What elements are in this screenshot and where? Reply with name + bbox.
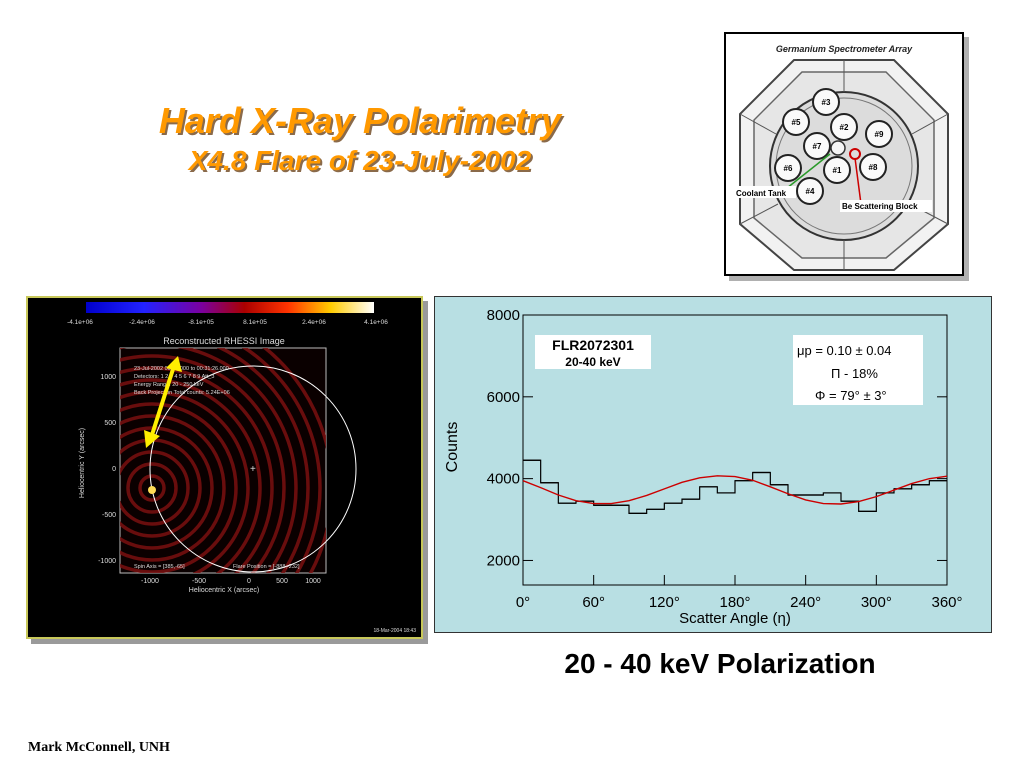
flare-id: FLR2072301 [552, 337, 634, 353]
detector-7: #7 [803, 132, 831, 160]
info-line: Detectors: 1 2 3 4 5 6 7 8 9 Att_3 [134, 374, 214, 380]
detector-3: #3 [812, 88, 840, 116]
x-tick-label: 240° [790, 594, 821, 611]
svg-text:#8: #8 [869, 163, 878, 172]
colorbar-tick: -8.1e+05 [188, 319, 214, 326]
x-tick-label: 60° [582, 594, 605, 611]
x-tick: 1000 [305, 578, 321, 585]
slide-caption: 20 - 40 keV Polarization [564, 648, 876, 679]
pi-value: Π - 18% [831, 366, 878, 381]
detector-5: #5 [782, 108, 810, 136]
y-tick: -1000 [98, 558, 116, 565]
detector-2: #2 [830, 113, 858, 141]
rhessi-drawing: -4.1e+06 -2.4e+06 -8.1e+05 8.1e+05 2.4e+… [28, 298, 421, 637]
ring-pattern [120, 348, 326, 573]
detector-9: #9 [865, 120, 893, 148]
coolant-tank-label: Coolant Tank [736, 189, 787, 198]
spectrometer-diagram: Germanium Spectrometer Array #3 #5 #2 #9… [724, 32, 964, 276]
slide-title: Hard X-Ray Polarimetry [158, 100, 562, 141]
svg-text:#2: #2 [840, 123, 849, 132]
x-axis-label: Scatter Angle (η) [679, 610, 791, 627]
colorbar-tick: -2.4e+06 [129, 319, 155, 326]
colorbar-tick: 4.1e+06 [364, 319, 388, 326]
flare-id-box [535, 335, 651, 369]
x-tick: -1000 [141, 578, 159, 585]
spectrometer-title: Germanium Spectrometer Array [776, 44, 913, 54]
be-block-label: Be Scattering Block [842, 202, 918, 211]
x-tick: 500 [276, 578, 288, 585]
rhessi-image-panel: -4.1e+06 -2.4e+06 -8.1e+05 8.1e+05 2.4e+… [26, 296, 423, 639]
svg-text:#7: #7 [813, 142, 822, 151]
y-axis-label: Heliocentric Y (arcsec) [79, 428, 86, 498]
image-title: Reconstructed RHESSI Image [163, 336, 285, 346]
double-arrow [144, 356, 182, 448]
chart-svg: 2000 4000 6000 8000 0° 60° 120° 180° 240° 300° 36… [444, 307, 963, 627]
detector-4: #4 [796, 177, 824, 205]
fit-results-box [793, 335, 923, 405]
y-tick: 0 [112, 466, 116, 473]
x-tick-label: 300° [861, 594, 892, 611]
slide-subtitle: X4.8 Flare of 23-July-2002 [188, 145, 532, 176]
x-tick-label: 0° [516, 594, 530, 611]
y-tick-label: 2000 [487, 552, 520, 569]
author-footer: Mark McConnell, UNH [28, 740, 170, 755]
polarization-chart: 2000 4000 6000 8000 0° 60° 120° 180° 240° 300° 36… [434, 296, 992, 633]
colorbar-tick: 2.4e+06 [302, 319, 326, 326]
info-line: Back Projection Total counts: 5.24E+06 [134, 390, 230, 396]
svg-text:#4: #4 [806, 187, 815, 196]
y-tick: -500 [102, 512, 116, 519]
y-axis-label: Counts [444, 422, 461, 473]
center-block [830, 140, 846, 156]
svg-text:#1: #1 [833, 166, 842, 175]
x-tick: -500 [192, 578, 206, 585]
spin-axis-marker: + [250, 464, 256, 475]
date-stamp: 18-Mar-2004 18:43 [373, 628, 416, 634]
y-tick-label: 8000 [487, 307, 520, 324]
svg-text:#3: #3 [822, 98, 831, 107]
y-tick-label: 6000 [487, 389, 520, 406]
solar-limb [149, 365, 357, 573]
y-tick: 500 [104, 420, 116, 427]
flare-source [148, 486, 156, 494]
flare-position-text: Flare Position = [-888,-232] [233, 564, 300, 570]
x-axis-label: Heliocentric X (arcsec) [189, 587, 259, 594]
x-tick: 0 [247, 578, 251, 585]
colorbar-tick: 8.1e+05 [243, 319, 267, 326]
phi-value: Φ = 79° ± 3° [815, 388, 887, 403]
fit-curve [522, 475, 948, 505]
detector-1: #1 [823, 156, 851, 184]
mu-value: μp = 0.10 ± 0.04 [797, 343, 892, 358]
spin-axis-text: Spin Axis = [385,-65] [134, 564, 185, 570]
svg-text:#9: #9 [875, 130, 884, 139]
detector-8: #8 [859, 153, 887, 181]
y-tick: 1000 [100, 374, 116, 381]
x-tick-label: 180° [719, 594, 750, 611]
colorbar-tick: -4.1e+06 [67, 319, 93, 326]
x-tick-label: 360° [931, 594, 962, 611]
colorbar [86, 302, 374, 313]
svg-text:#5: #5 [792, 118, 801, 127]
detector-6: #6 [774, 154, 802, 182]
info-line: 23-Jul-2002 00:26:000 to 00:31:26.000 [134, 366, 229, 372]
svg-text:#6: #6 [784, 164, 793, 173]
energy-range: 20-40 keV [565, 355, 620, 369]
histogram-outline [523, 459, 947, 515]
y-tick-label: 4000 [487, 471, 520, 488]
spectrometer-drawing: Germanium Spectrometer Array #3 #5 #2 #9… [726, 34, 962, 274]
x-tick-label: 120° [649, 594, 680, 611]
